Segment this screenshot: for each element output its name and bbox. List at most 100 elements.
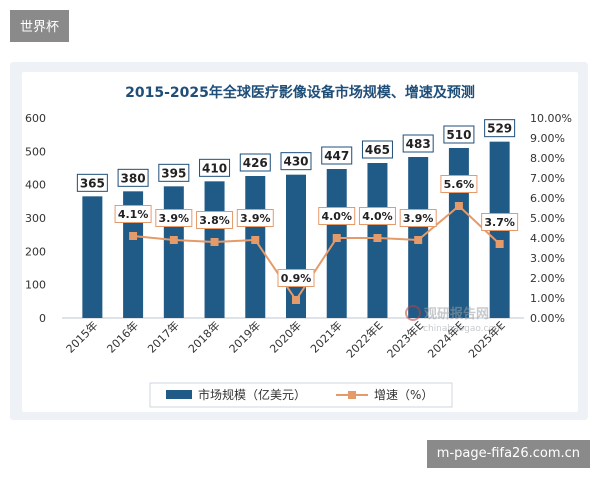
right-tick-label: 2.00% — [530, 272, 565, 285]
right-tick-label: 8.00% — [530, 152, 565, 165]
site-tag: 世界杯 — [10, 10, 70, 42]
growth-label-box — [358, 207, 396, 225]
bar-label: 430 — [280, 152, 312, 171]
growth-label-box — [481, 213, 519, 231]
right-tick-label: 4.00% — [530, 232, 565, 245]
growth-label-box — [318, 207, 356, 225]
line-series — [129, 202, 504, 304]
bar-label-text: 529 — [487, 122, 512, 136]
bar-label-box — [239, 153, 271, 172]
growth-marker — [251, 236, 260, 244]
growth-label-box — [155, 209, 193, 227]
watermark-brand: 观研报告网 — [424, 306, 489, 322]
growth-label-text: 3.8% — [199, 214, 230, 227]
right-tick-label: 0.00% — [530, 312, 565, 325]
bar-label-text: 430 — [283, 155, 308, 169]
watermark-url: chinabaogao.com — [423, 324, 503, 334]
bar — [448, 148, 469, 318]
growth-label-text: 4.0% — [321, 210, 352, 223]
bar-label-text: 380 — [121, 171, 146, 185]
right-tick-label: 7.00% — [530, 172, 565, 185]
growth-label-box — [277, 269, 315, 287]
left-tick-label: 0 — [39, 312, 46, 325]
right-tick-label: 3.00% — [530, 252, 565, 265]
growth-label-box — [399, 209, 437, 227]
growth-marker — [169, 236, 178, 244]
bar-label-text: 426 — [243, 156, 268, 170]
left-tick-label: 200 — [25, 245, 46, 258]
left-tick-label: 100 — [25, 279, 46, 292]
line-labels: 4.1% 3.9% 3.8% 3.9% 0.9% 4.0% 4.0% 3.9% 5.6% 3.7% — [114, 175, 519, 287]
bar-label: 447 — [321, 146, 353, 165]
bar-label: 426 — [239, 153, 271, 172]
right-tick-label: 10.00% — [530, 112, 572, 125]
right-axis: 0.00% 1.00% 2.00% 3.00% 4.00% 5.00% 6.00% 7.00%… — [530, 112, 572, 325]
bar-label: 380 — [117, 168, 149, 187]
bar-label: 395 — [158, 163, 190, 182]
right-tick-label: 5.00% — [530, 212, 565, 225]
bar-label: 465 — [361, 140, 393, 159]
bar-label-box — [76, 173, 108, 192]
left-tick-label: 500 — [25, 145, 46, 158]
growth-label: 4.0% — [318, 207, 356, 225]
footer-url-tag: m-page-fifa26.com.cn — [426, 440, 590, 468]
right-tick-label: 9.00% — [530, 132, 565, 145]
growth-label: 4.0% — [358, 207, 396, 225]
legend-bar-swatch — [166, 390, 192, 399]
growth-label-text: 0.9% — [281, 272, 312, 285]
bar — [82, 196, 103, 318]
bar-label: 510 — [443, 125, 475, 144]
bar-label-box — [361, 140, 393, 159]
growth-label-box — [196, 211, 234, 229]
right-tick-label: 1.00% — [530, 292, 565, 305]
growth-label: 3.9% — [399, 209, 437, 227]
bar-label: 365 — [76, 173, 108, 192]
legend: 市场规模（亿美元） 增速（%） — [149, 382, 453, 408]
bar-label-box — [402, 134, 434, 153]
bar-label: 483 — [402, 134, 434, 153]
bar — [245, 176, 266, 318]
bar-labels: 365 380 395 410 426 430 447 465 483 510 529 — [76, 119, 516, 192]
bar-label-box — [280, 152, 312, 171]
growth-label: 3.7% — [481, 213, 519, 231]
watermark-logo-icon — [405, 305, 421, 321]
growth-line — [132, 204, 501, 302]
growth-label: 0.9% — [277, 269, 315, 287]
bar-label-text: 395 — [161, 166, 186, 180]
left-tick-label: 400 — [25, 179, 46, 192]
bar-label: 410 — [199, 158, 231, 177]
growth-marker — [210, 238, 219, 246]
right-tick-label: 6.00% — [530, 192, 565, 205]
growth-label-text: 5.6% — [444, 178, 475, 191]
growth-label: 3.9% — [236, 209, 274, 227]
growth-label-text: 3.9% — [403, 212, 434, 225]
legend-box — [149, 382, 453, 408]
growth-marker — [292, 296, 300, 304]
bar — [163, 186, 184, 318]
bar-label-text: 447 — [324, 149, 349, 163]
growth-marker — [332, 234, 341, 242]
bar — [204, 181, 225, 318]
legend-line-label: 增速（%） — [374, 388, 433, 402]
legend-line-marker — [348, 391, 356, 399]
bar-label-text: 365 — [80, 176, 105, 190]
bar-label-text: 510 — [446, 128, 471, 142]
bar-label-text: 483 — [406, 137, 431, 151]
growth-label: 3.9% — [155, 209, 193, 227]
growth-label: 5.6% — [440, 175, 478, 193]
growth-marker — [129, 232, 138, 240]
growth-label-text: 3.9% — [240, 212, 271, 225]
growth-label: 4.1% — [114, 205, 152, 223]
chart-title: 2015-2025年全球医疗影像设备市场规模、增速及预测 — [125, 84, 475, 101]
growth-marker — [373, 234, 382, 242]
growth-label-box — [236, 209, 274, 227]
left-tick-label: 300 — [25, 212, 46, 225]
growth-label-box — [440, 175, 478, 193]
growth-label: 3.8% — [196, 211, 234, 229]
bar — [326, 169, 347, 318]
growth-label-box — [114, 205, 152, 223]
growth-label-text: 3.7% — [484, 216, 515, 229]
bar-label-box — [199, 158, 231, 177]
bar-label-box — [484, 119, 516, 138]
